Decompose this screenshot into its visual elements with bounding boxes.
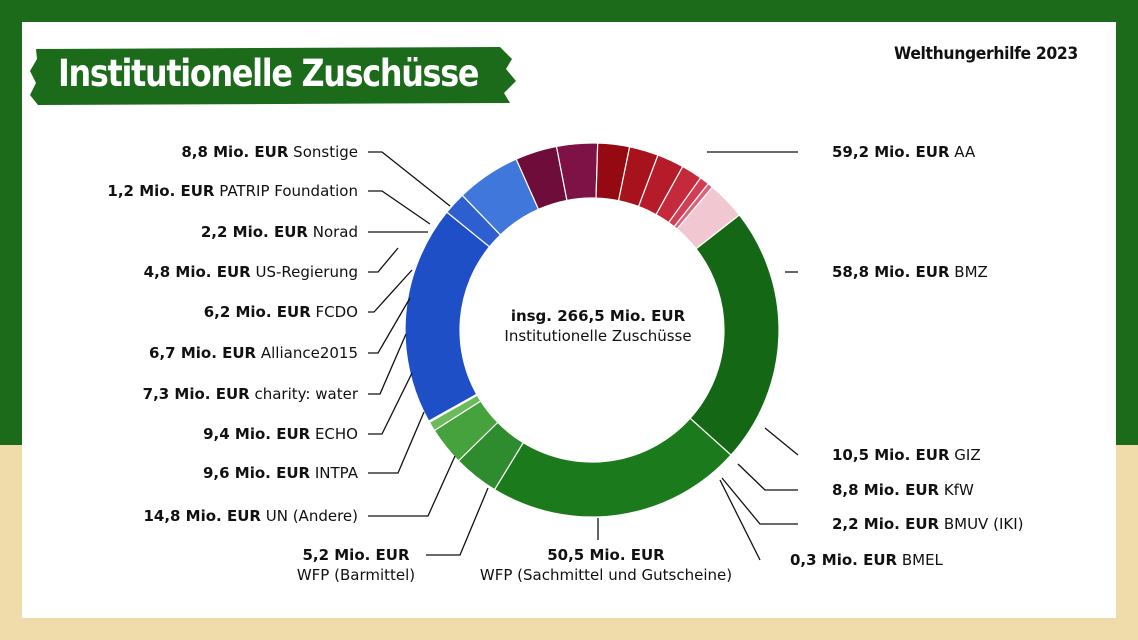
donut-slice-6 [404,211,491,422]
slice-name-11: charity: water [250,385,359,403]
center-total: insg. 266,5 Mio. EUR [511,307,686,325]
leader-line-2 [764,427,799,456]
slice-name-0: AA [950,143,976,161]
slice-name-13: FCDO [311,303,358,321]
slice-amount-2: 10,5 Mio. EUR [832,446,950,464]
slice-amount-6: 50,5 Mio. EUR [547,546,665,564]
leader-line-10 [368,372,413,435]
slice-name-4: BMUV (IKI) [939,515,1023,533]
slice-name-10: ECHO [310,425,358,443]
slice-amount-15: 2,2 Mio. EUR [201,223,309,241]
slice-name-5: BMEL [897,551,943,569]
slice-label-8: 14,8 Mio. EUR UN (Andere) [143,507,358,525]
leader-line-7 [426,487,489,556]
slice-amount-10: 9,4 Mio. EUR [203,425,311,443]
slice-label-5: 0,3 Mio. EUR BMEL [790,551,944,569]
slice-label-16: 1,2 Mio. EUR PATRIP Foundation [107,182,358,200]
slice-name-14: US-Regierung [251,263,358,281]
donut-slice-17 [676,186,741,250]
slice-name-8: UN (Andere) [261,507,358,525]
slice-amount-9: 9,6 Mio. EUR [203,464,311,482]
slice-label-2: 10,5 Mio. EUR GIZ [832,446,981,464]
slice-amount-5: 0,3 Mio. EUR [790,551,898,569]
slice-label-3: 8,8 Mio. EUR KfW [832,481,974,499]
slice-label-13: 6,2 Mio. EUR FCDO [204,303,358,321]
slice-amount-16: 1,2 Mio. EUR [107,182,215,200]
content-card [22,22,1116,618]
slice-name-3: KfW [939,481,974,499]
slice-amount-3: 8,8 Mio. EUR [832,481,940,499]
slice-label-0: 59,2 Mio. EUR AA [832,143,976,161]
slice-name-7: WFP (Barmittel) [297,566,415,584]
slice-amount-0: 59,2 Mio. EUR [832,143,950,161]
slice-label-17: 8,8 Mio. EUR Sonstige [181,143,358,161]
page-title: Institutionelle Zuschüsse [58,52,479,95]
slice-amount-14: 4,8 Mio. EUR [144,263,252,281]
donut-slice-1 [493,417,732,518]
slice-amount-13: 6,2 Mio. EUR [204,303,312,321]
leader-line-8 [368,455,456,517]
leader-line-13 [368,269,413,313]
slice-amount-17: 8,8 Mio. EUR [181,143,289,161]
slice-name-12: Alliance2015 [256,344,358,362]
slice-name-16: PATRIP Foundation [214,182,358,200]
slice-name-15: Norad [308,223,358,241]
slice-name-17: Sonstige [288,143,358,161]
slice-name-2: GIZ [950,446,981,464]
title-banner [30,47,516,105]
slice-amount-4: 2,2 Mio. EUR [832,515,940,533]
leader-line-17 [368,151,451,207]
slice-label-11: 7,3 Mio. EUR charity: water [143,385,359,403]
leader-line-5 [719,479,761,561]
slice-name-1: BMZ [950,263,988,281]
slice-label-6: 50,5 Mio. EUR WFP (Sachmittel und Gutsche… [480,546,732,584]
slice-name-6: WFP (Sachmittel und Gutscheine) [480,566,732,584]
source-label: Welthungerhilfe 2023 [894,44,1078,64]
slice-label-9: 9,6 Mio. EUR INTPA [203,464,359,482]
donut-slice-0 [689,214,780,456]
slice-label-7: 5,2 Mio. EUR WFP (Barmittel) [297,546,415,584]
leader-line-9 [368,411,425,474]
slice-amount-1: 58,8 Mio. EUR [832,263,950,281]
slice-label-14: 4,8 Mio. EUR US-Regierung [144,263,358,281]
slice-amount-11: 7,3 Mio. EUR [143,385,251,403]
slice-label-1: 58,8 Mio. EUR BMZ [832,263,988,281]
slice-name-9: INTPA [310,464,359,482]
slice-label-4: 2,2 Mio. EUR BMUV (IKI) [832,515,1023,533]
leader-line-3 [737,463,798,491]
slice-amount-8: 14,8 Mio. EUR [143,507,261,525]
leader-line-16 [368,190,431,225]
leader-line-11 [368,333,407,395]
slice-label-12: 6,7 Mio. EUR Alliance2015 [149,344,358,362]
slice-label-10: 9,4 Mio. EUR ECHO [203,425,358,443]
slice-amount-7: 5,2 Mio. EUR [302,546,410,564]
leader-line-4 [721,477,798,525]
leader-line-12 [368,297,411,354]
center-subtitle: Institutionelle Zuschüsse [504,327,691,345]
slice-amount-12: 6,7 Mio. EUR [149,344,257,362]
slice-label-15: 2,2 Mio. EUR Norad [201,223,358,241]
leader-line-14 [368,247,399,273]
